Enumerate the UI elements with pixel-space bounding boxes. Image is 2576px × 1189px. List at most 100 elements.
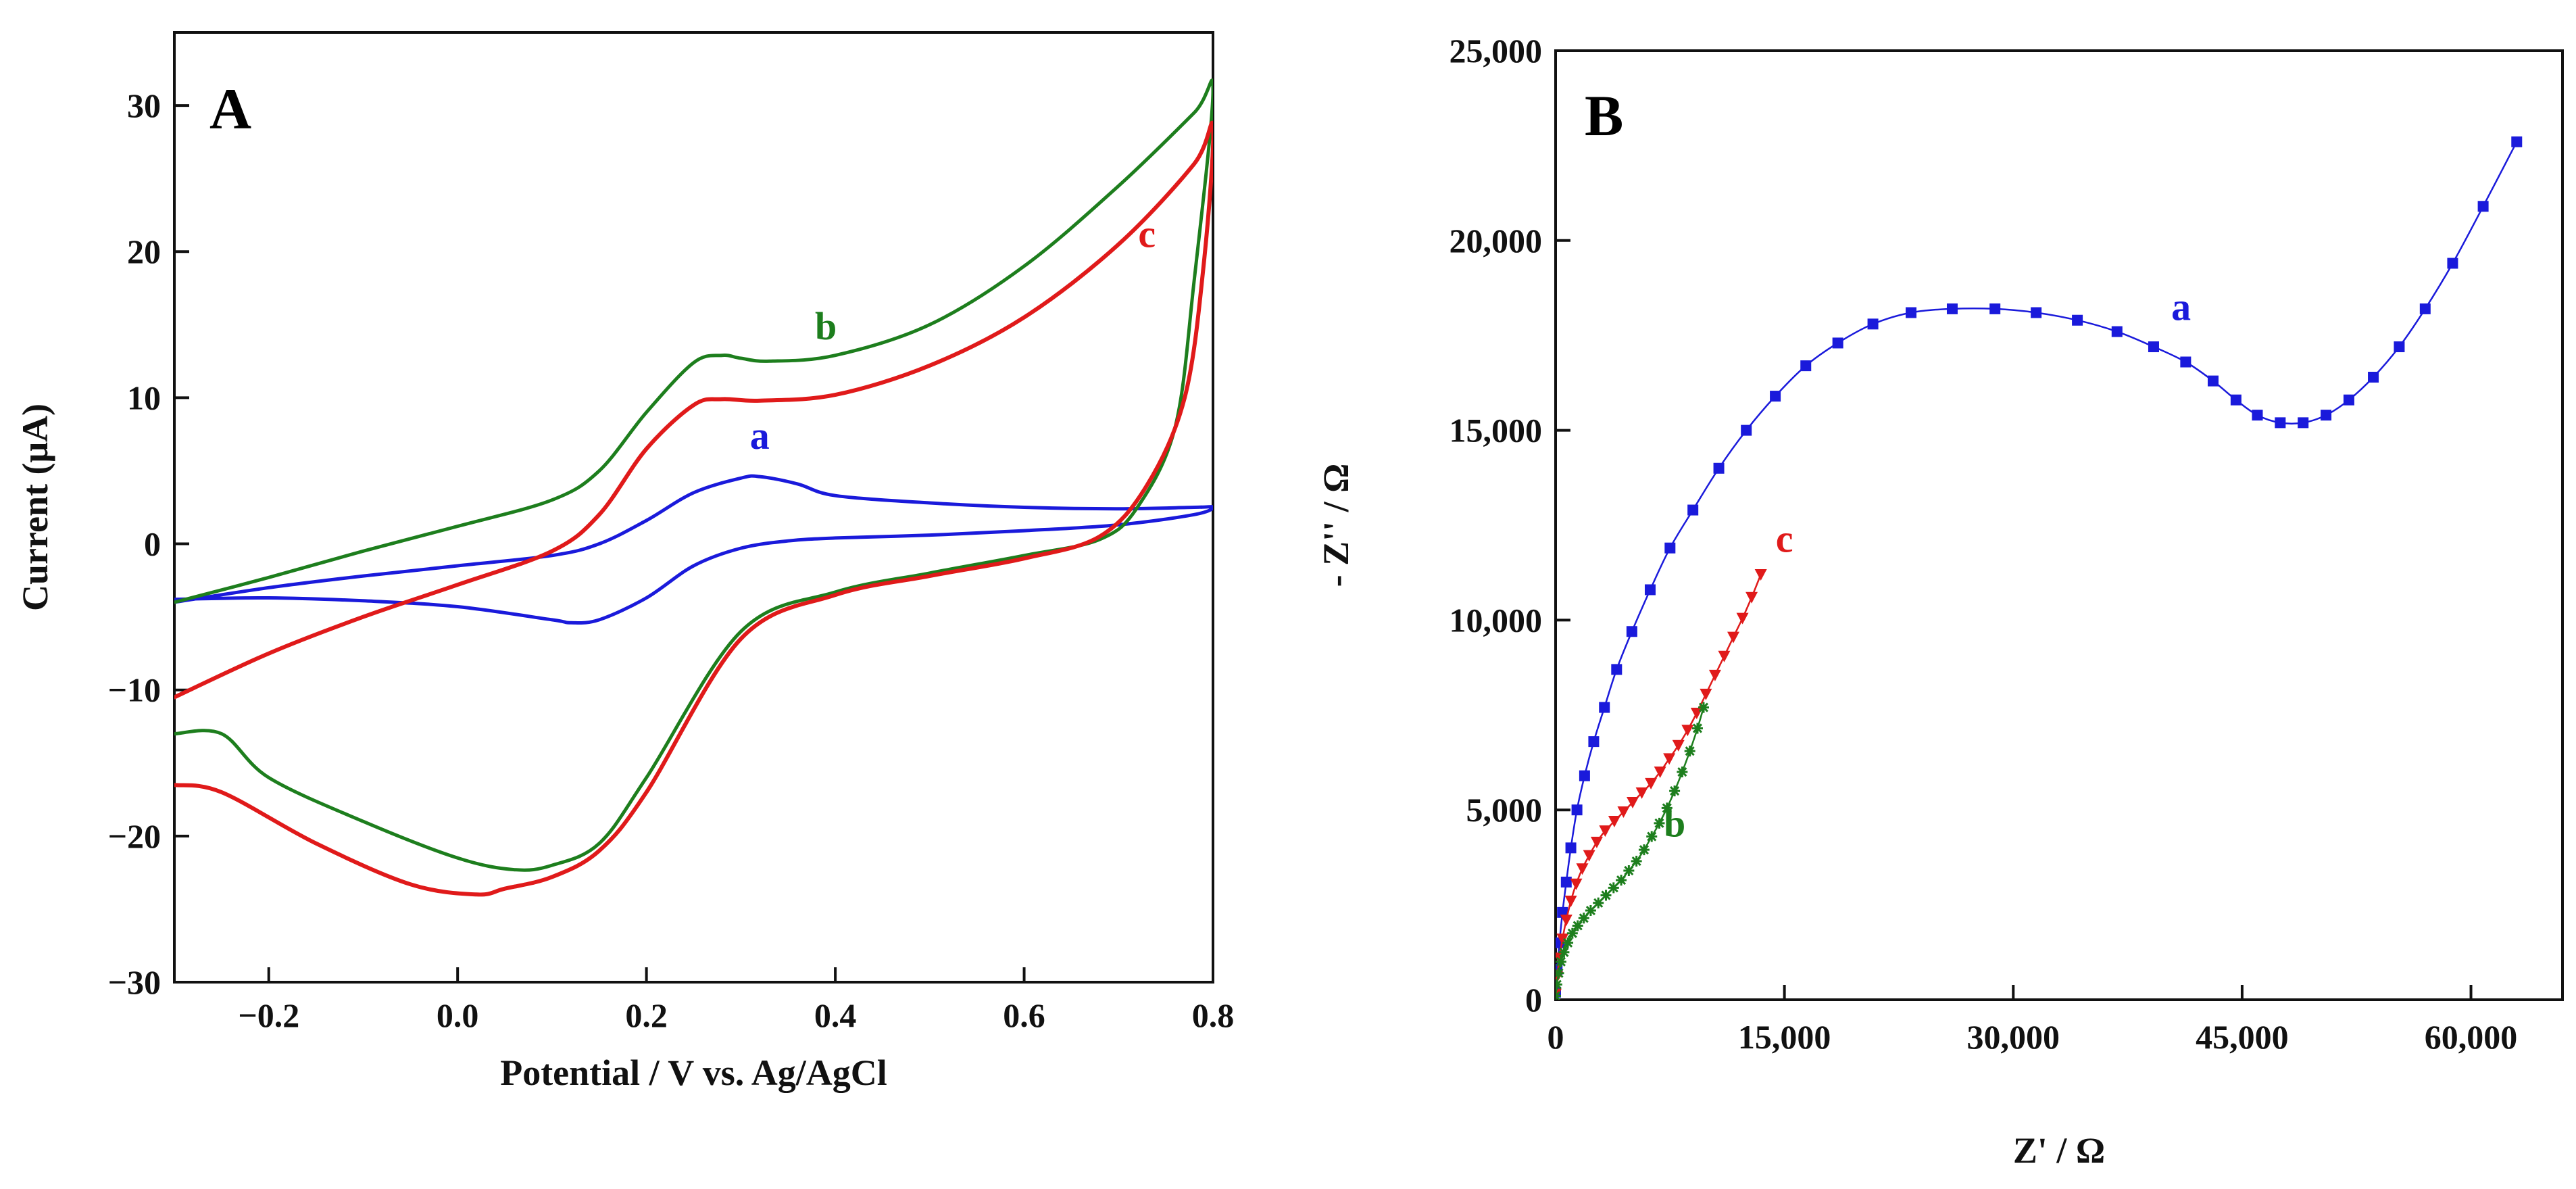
series-b-point (1600, 890, 1612, 901)
x-axis-title: Potential / V vs. Ag/AgCl (500, 1052, 887, 1093)
series-a-point (2208, 375, 2219, 387)
series-a-point (2111, 326, 2123, 337)
series-a-point (2511, 136, 2523, 147)
series-a-point (2252, 410, 2263, 421)
series-a-point (1571, 804, 1583, 816)
series-a-point (1611, 664, 1623, 675)
series-c-point (1681, 725, 1694, 737)
series-a-label: a (2171, 285, 2191, 329)
panel-letter: A (209, 76, 251, 141)
series-a-point (2447, 258, 2458, 269)
series-a-point (1626, 626, 1637, 637)
series-c-point (1560, 915, 1572, 927)
series-c-point (1745, 591, 1758, 604)
series-c-point (1727, 631, 1740, 644)
series-c-point (1617, 806, 1630, 819)
panel-b-nyquist-plot: 0 15,000 30,000 45,000 60,000 0 5,000 10,000 15,… (1316, 32, 2564, 1171)
panel-letter: B (1585, 83, 1623, 148)
x-axis-title: Z' / Ω (2013, 1130, 2105, 1171)
y-axis-title: - Z'' / Ω (1316, 464, 1356, 587)
series-a-point (1989, 303, 2001, 314)
series-a-point (1687, 504, 1699, 516)
series-a-point (2180, 356, 2191, 368)
series-a-point (1565, 842, 1577, 854)
series-b-point (1646, 831, 1658, 842)
panel-a-cyclic-voltammogram: −0.2 0.0 0.2 0.4 0.6 0.8 −30 −20 −10 0 10 20 30 Poten… (15, 31, 1235, 1093)
series-c-point (1564, 895, 1577, 907)
series-b-point (1631, 856, 1642, 867)
series-b-label: b (1664, 802, 1685, 846)
series-a-point (2031, 307, 2042, 318)
series-b-point (1556, 990, 1561, 1000)
series-b-point (1623, 865, 1635, 877)
series-group (174, 78, 1213, 897)
series-a-line (1556, 141, 2518, 994)
series-c-point (1608, 816, 1620, 828)
series-c-point (1590, 836, 1603, 848)
series-a-point (2321, 410, 2332, 421)
series-b-point (1608, 882, 1619, 894)
series-a-line (174, 474, 1213, 625)
series-a-point (1579, 770, 1590, 781)
series-c-point (1627, 796, 1639, 808)
series-b-line (174, 78, 1213, 872)
series-a-point (1588, 736, 1600, 748)
series-b-point (1558, 946, 1570, 958)
series-a-point (2477, 201, 2489, 212)
series-b-label: b (815, 304, 837, 348)
y-tick-label: 10,000 (1450, 601, 1543, 639)
x-tick-label: 0.6 (1003, 996, 1045, 1034)
series-a-point (1644, 584, 1656, 596)
series-a-point (1664, 542, 1676, 554)
series-a-point (2368, 371, 2379, 383)
x-tick-label: 0.2 (625, 996, 668, 1034)
series-a-label: a (750, 414, 770, 458)
y-tick-label: 20,000 (1450, 222, 1543, 260)
y-tick-label: −30 (108, 963, 162, 1001)
series-c-point (1635, 787, 1648, 799)
series-b-point (1593, 897, 1604, 908)
series-a-point (1906, 307, 1917, 318)
series-a-point (1599, 702, 1610, 713)
series-c-point (1708, 669, 1721, 681)
x-tick-label: −0.2 (238, 996, 299, 1034)
series-c-point (1583, 850, 1595, 862)
x-tick-label: 45,000 (2196, 1018, 2289, 1056)
series-a-point (1560, 876, 1572, 888)
series-c-point (1663, 753, 1676, 765)
series-a-point (1946, 303, 1958, 314)
series-b-point (1638, 844, 1650, 856)
series-b-point (1585, 905, 1596, 917)
series-c-point (1672, 739, 1685, 752)
series-a-point (1770, 391, 1781, 402)
y-tick-label: −20 (108, 817, 162, 855)
series-c-label: c (1776, 516, 1793, 560)
series-b-point (1556, 967, 1564, 979)
y-tick-label: 10 (127, 379, 161, 416)
series-c-point (1645, 777, 1658, 790)
series-group (1556, 136, 2523, 1000)
series-b-point (1698, 702, 1709, 713)
series-b-point (1669, 785, 1681, 797)
series-a-point (1867, 318, 1879, 330)
y-tick-label: 15,000 (1450, 412, 1543, 450)
series-a-point (1800, 360, 1812, 372)
series-c-point (1754, 569, 1767, 581)
x-tick-label: 15,000 (1738, 1018, 1831, 1056)
x-tick-label: 30,000 (1967, 1018, 2060, 1056)
x-tick-label: 0.8 (1192, 996, 1235, 1034)
series-b-point (1677, 767, 1688, 778)
series-c-point (1718, 650, 1731, 662)
series-c-point (1576, 863, 1589, 875)
series-c-point (1736, 612, 1749, 625)
series-c-point (1556, 933, 1569, 946)
series-b-point (1684, 746, 1695, 757)
series-a-point (2343, 394, 2354, 406)
series-b-point (1556, 956, 1566, 967)
y-axis-title: Current (μA) (15, 404, 55, 611)
series-c-line (1556, 573, 1762, 995)
y-tick-label: 0 (1525, 981, 1542, 1019)
series-c-point (1570, 878, 1583, 890)
series-b-point (1654, 817, 1665, 829)
plot-frame (1554, 49, 2564, 1001)
